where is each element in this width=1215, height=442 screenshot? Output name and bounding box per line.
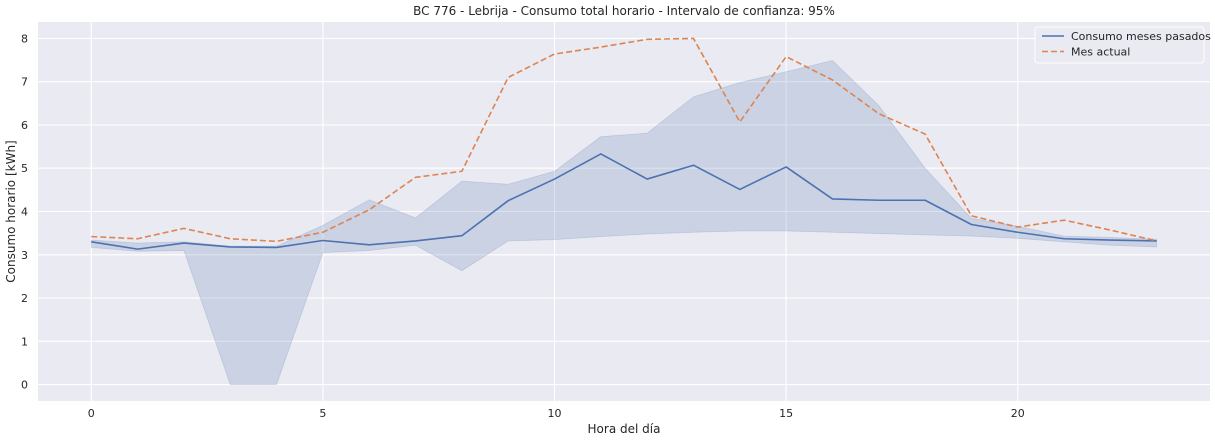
y-tick-label: 1 [21,335,28,348]
chart-title: BC 776 - Lebrija - Consumo total horario… [413,4,835,18]
y-tick-label: 5 [21,162,28,175]
legend-box [1034,26,1205,64]
series-line-consumo-meses-pasados [91,153,1157,250]
y-axis-ticks: 0 1 2 3 4 5 6 7 8 [21,32,28,391]
y-tick-label: 4 [21,206,28,219]
y-tick-label: 8 [21,32,28,45]
y-axis-label: Consumo horario [kWh] [4,140,18,282]
y-tick-label: 3 [21,249,28,262]
confidence-band [90,60,1158,385]
y-tick-label: 2 [21,292,28,305]
legend-label-consumo-meses-pasados: Consumo meses pasados [1071,30,1211,43]
y-tick-label: 6 [21,119,28,132]
series-line-mes-actual [91,37,1157,243]
y-tick-label: 7 [21,76,28,89]
series-lines [91,37,1157,250]
grid [38,22,1210,401]
x-tick-label: 0 [88,407,95,420]
x-tick-label: 5 [319,407,326,420]
x-axis-label: Hora del día [588,422,661,436]
x-axis-ticks: 0 5 10 15 20 [88,407,1025,420]
legend-label-mes-actual: Mes actual [1071,46,1130,59]
confidence-band-layer [90,60,1158,385]
x-tick-label: 20 [1011,407,1025,420]
x-tick-label: 15 [779,407,793,420]
x-tick-label: 10 [548,407,562,420]
legend: Consumo meses pasados Mes actual [1034,26,1211,64]
y-tick-label: 0 [21,379,28,392]
